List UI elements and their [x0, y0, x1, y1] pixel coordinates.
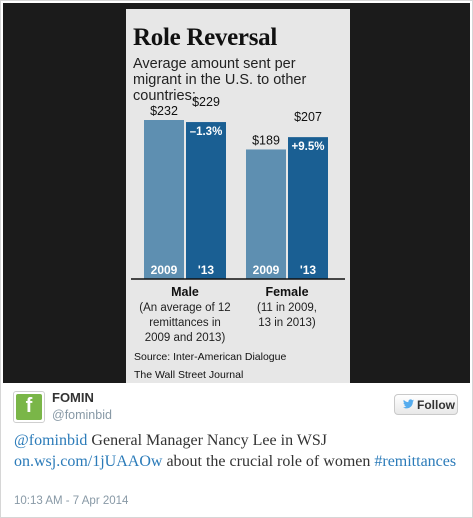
- bar: [246, 149, 286, 279]
- chart-graphic: Role Reversal Average amount sent per mi…: [126, 9, 350, 383]
- follow-button[interactable]: Follow: [394, 394, 458, 415]
- group-note: remittances in: [149, 317, 221, 329]
- tweet-text-part: about the crucial role of women: [162, 452, 375, 470]
- bar: [144, 120, 184, 279]
- bar-change-label: +9.5%: [292, 141, 325, 153]
- bar-change-label: –1.3%: [190, 126, 223, 138]
- chart-title: Role Reversal: [133, 24, 277, 51]
- group-note: 13 in 2013): [258, 317, 316, 329]
- group-label: Male: [171, 285, 199, 299]
- follow-label: Follow: [417, 398, 455, 412]
- bar-value-label: $207: [294, 110, 322, 124]
- group-note: (11 in 2009,: [257, 302, 317, 314]
- chart-publisher: The Wall Street Journal: [134, 369, 244, 381]
- timestamp[interactable]: 10:13 AM - 7 Apr 2014: [14, 495, 129, 507]
- account-handle[interactable]: @fominbid: [52, 408, 112, 422]
- account-name[interactable]: FOMIN: [52, 390, 94, 405]
- tweet-media[interactable]: Role Reversal Average amount sent per mi…: [3, 3, 470, 383]
- avatar-letter: f: [25, 395, 33, 417]
- hashtag-link[interactable]: #remittances: [374, 452, 457, 470]
- bar-value-label: $189: [252, 133, 280, 147]
- chart-source: Source: Inter-American Dialogue: [134, 351, 287, 363]
- twitter-bird-icon: [403, 399, 414, 409]
- group-label: Female: [265, 285, 308, 299]
- bar-year-label: '13: [198, 263, 215, 277]
- group-note: 2009 and 2013): [145, 332, 226, 344]
- bar-value-label: $232: [150, 104, 178, 118]
- group-note: (An average of 12: [139, 302, 230, 314]
- bar-year-label: '13: [300, 263, 317, 277]
- tweet-text: @fominbid General Manager Nancy Lee in W…: [14, 431, 464, 472]
- bar-value-label: $229: [192, 95, 220, 109]
- bar-chart: $232 2009 $229 –1.3% '13 Male (An average of 1…: [131, 95, 345, 344]
- url-link[interactable]: on.wsj.com/1jUAAOw: [14, 452, 163, 470]
- tweet-text-part: General Manager Nancy Lee in WSJ: [87, 432, 328, 449]
- bar: [288, 137, 328, 279]
- avatar[interactable]: f: [13, 391, 45, 423]
- chart-subtitle: Average amount sent per migrant in the U…: [133, 56, 307, 104]
- mention-link[interactable]: @fominbid: [14, 432, 88, 449]
- fomin-logo-icon: f: [16, 394, 42, 420]
- bar-year-label: 2009: [151, 263, 178, 277]
- bar: [186, 122, 226, 280]
- bar-year-label: 2009: [253, 263, 280, 277]
